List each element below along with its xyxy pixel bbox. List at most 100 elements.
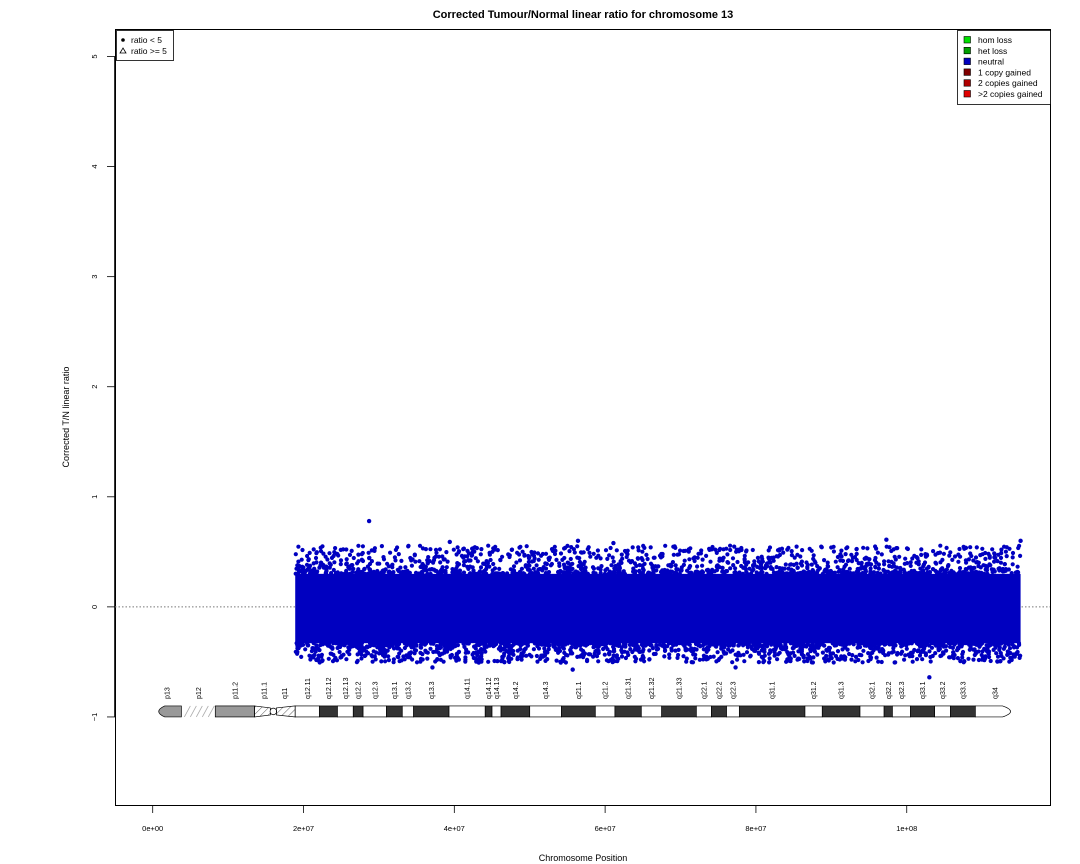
- legend-swatch: [963, 90, 971, 98]
- legend-label: ratio < 5: [131, 35, 162, 45]
- band-label: p13: [165, 687, 172, 699]
- band: [950, 705, 976, 718]
- band-label: q22.2: [716, 681, 723, 699]
- band-label: q33.2: [940, 681, 947, 699]
- band: [594, 705, 616, 718]
- y-tick-label: 1: [90, 495, 99, 499]
- outlier-point: [366, 518, 372, 524]
- band-label: q31.2: [811, 681, 818, 699]
- band-label: p11.1: [261, 682, 268, 699]
- band-label: p11.2: [232, 682, 239, 699]
- legend-swatch: [963, 79, 971, 87]
- legend-triangle-icon: [119, 47, 127, 54]
- band: [413, 705, 450, 718]
- band-label: q21.32: [649, 677, 656, 699]
- y-tick-label: 2: [90, 385, 99, 389]
- point-cloud: [295, 573, 1021, 644]
- band-label: q34: [992, 687, 999, 699]
- band-label: q14.3: [543, 681, 550, 699]
- y-axis: −1 0 1 2 3 4 5: [90, 54, 115, 721]
- band-label: q22.1: [701, 681, 708, 699]
- band: [975, 705, 1011, 718]
- band-label: q14.11: [465, 678, 472, 699]
- x-tick-label: 1e+08: [896, 824, 917, 833]
- band: [696, 705, 712, 718]
- plot-frame: [115, 29, 1051, 806]
- band-label: q14.13: [494, 677, 501, 699]
- band: [484, 705, 493, 718]
- legend-label: neutral: [978, 57, 1004, 67]
- band-centromere: [275, 705, 296, 718]
- band-label: q13.1: [392, 681, 399, 699]
- y-tick-label: 3: [90, 275, 99, 279]
- band: [892, 705, 911, 718]
- band-label: q14.2: [513, 681, 520, 699]
- band-label: q13.2: [405, 681, 412, 699]
- y-tick-label: −1: [90, 713, 99, 722]
- band: [214, 705, 255, 718]
- band-label: q21.2: [603, 681, 610, 699]
- band: [529, 705, 562, 718]
- band-label: q21.33: [677, 677, 684, 699]
- x-axis-label: Chromosome Position: [539, 853, 628, 863]
- y-axis-label: Corrected T/N linear ratio: [61, 367, 71, 468]
- band-label: q12.3: [372, 681, 379, 699]
- band-label: q11: [282, 688, 289, 699]
- data-points: [293, 518, 1023, 680]
- x-tick-label: 4e+07: [444, 824, 465, 833]
- band-label: q21.31: [626, 677, 633, 699]
- legend-label: ratio >= 5: [131, 46, 167, 56]
- band-label: q32.1: [870, 681, 877, 699]
- band: [661, 705, 697, 718]
- band: [401, 705, 414, 718]
- legend-dot-icon: [121, 38, 125, 42]
- band-label: q14.12: [486, 677, 493, 699]
- x-axis: 0e+00 2e+07 4e+07 6e+07 8e+07 1e+08: [142, 805, 917, 833]
- band: [294, 705, 320, 718]
- chart-title: Corrected Tumour/Normal linear ratio for…: [433, 9, 734, 21]
- band: [362, 705, 387, 718]
- band: [386, 705, 403, 718]
- legend-label: 1 copy gained: [978, 67, 1031, 77]
- band: [804, 705, 823, 718]
- legend-label: 2 copies gained: [978, 78, 1038, 88]
- band-label: q21.1: [576, 681, 583, 699]
- x-tick-label: 8e+07: [745, 824, 766, 833]
- band-label: q12.13: [343, 677, 350, 699]
- outlier-point: [884, 537, 889, 542]
- outlier-point: [927, 675, 932, 680]
- legend-swatch: [963, 36, 971, 44]
- point-cloud-edge: [293, 543, 1023, 665]
- band-label: q12.12: [326, 677, 333, 699]
- band: [318, 705, 338, 718]
- band-label: q31.3: [839, 681, 846, 699]
- band: [711, 705, 727, 718]
- y-tick-label: 4: [90, 165, 99, 169]
- centromere-marker: [269, 707, 277, 716]
- band: [726, 705, 740, 718]
- x-tick-label: 2e+07: [293, 824, 314, 833]
- legend-swatch: [963, 57, 971, 65]
- band: [859, 705, 885, 718]
- legend-swatch: [963, 46, 971, 55]
- band-label: q32.3: [899, 681, 906, 699]
- band-label: q33.3: [960, 681, 967, 699]
- band: [910, 705, 935, 718]
- band: [158, 705, 182, 718]
- outlier-point: [447, 539, 452, 545]
- band-label: q22.3: [730, 681, 737, 699]
- legend-label: hom loss: [978, 35, 1012, 45]
- band: [448, 705, 486, 718]
- outlier-point: [611, 540, 616, 546]
- band: [491, 705, 502, 718]
- x-tick-label: 6e+07: [595, 824, 616, 833]
- outlier-point: [575, 538, 581, 544]
- band: [821, 705, 861, 718]
- band: [500, 705, 531, 718]
- band-label: p12: [196, 687, 203, 699]
- outlier-point: [1018, 538, 1023, 544]
- y-tick-label: 5: [90, 54, 99, 58]
- chromosome-ideogram: p13 p12 p11.2 p11.1 q11 q12.11 q12.12 q12.13 q12…: [158, 677, 1011, 718]
- band-label: q12.2: [356, 681, 363, 699]
- band-label: q33.1: [920, 681, 927, 699]
